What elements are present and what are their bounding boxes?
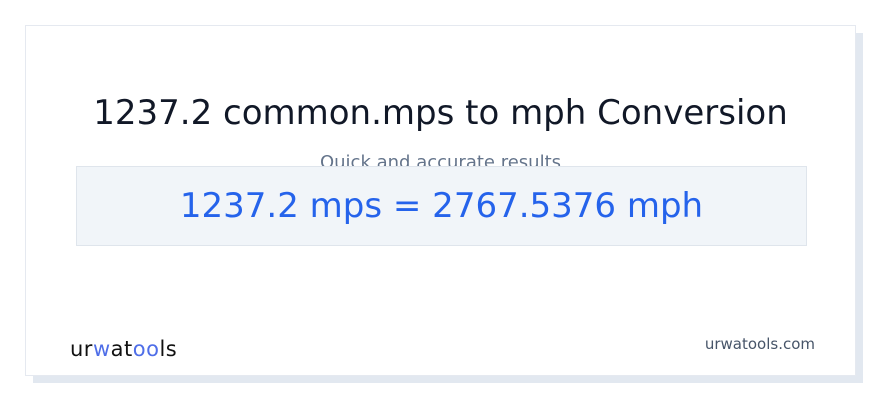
page-title: 1237.2 common.mps to mph Conversion [93, 93, 788, 133]
urwatools-logo: urwatools [70, 337, 178, 361]
conversion-card: 1237.2 common.mps to mph Conversion Quic… [25, 25, 856, 376]
result-text: 1237.2 mps = 2767.5376 mph [179, 186, 704, 226]
site-link[interactable]: urwatools.com [704, 335, 815, 353]
conversion-result: 1237.2 mps = 2767.5376 mph [76, 166, 807, 246]
